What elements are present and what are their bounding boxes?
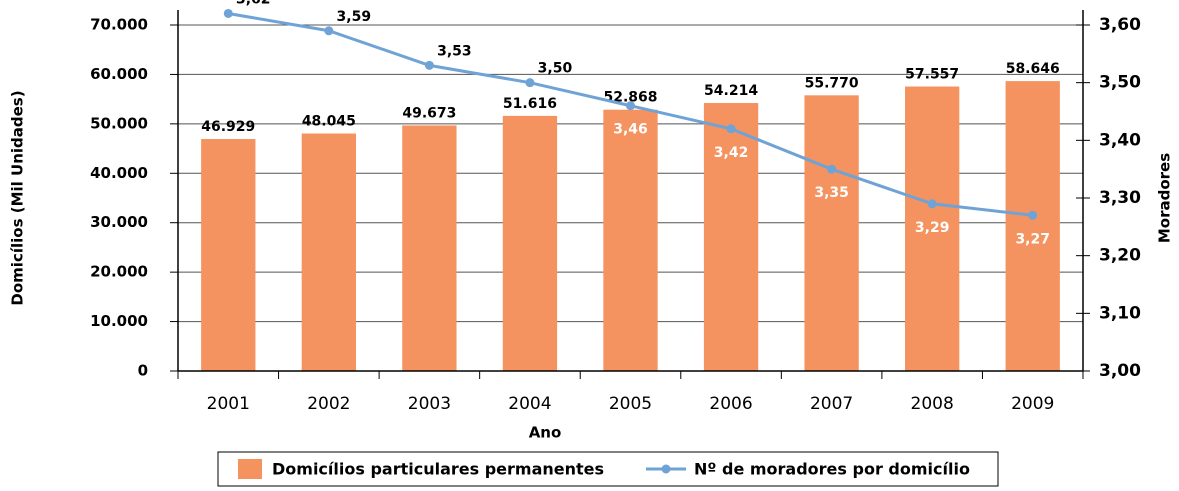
line-value-label: 3,59 (337, 9, 372, 25)
x-tick-label: 2009 (1011, 394, 1054, 414)
bar (502, 115, 558, 372)
bar (201, 139, 256, 371)
line-point (827, 164, 837, 174)
bar-value-label: 58.646 (1006, 61, 1060, 77)
line-point (626, 101, 635, 111)
y-tick-label: 30.000 (90, 213, 148, 231)
line-value-label: 3,46 (613, 122, 648, 138)
bar (804, 95, 859, 372)
x-tick-label: 2004 (508, 394, 551, 414)
x-tick-label: 2005 (609, 394, 652, 414)
line-point (726, 124, 736, 134)
y2-tick-label: 3,30 (1099, 188, 1141, 208)
legend-box (217, 451, 999, 487)
y-tick-label: 50.000 (90, 114, 148, 132)
x-tick-label: 2002 (307, 394, 350, 414)
line-point (525, 78, 535, 88)
bar-value-label: 49.673 (402, 105, 456, 121)
bar-value-label: 46.929 (201, 119, 255, 135)
x-axis-label: Ano (529, 424, 562, 442)
legend-label: Domicílios particulares permanentes (272, 460, 604, 479)
legend-label: Nº de moradores por domicílio (694, 460, 970, 479)
line-value-label: 3,29 (915, 220, 950, 236)
bar-value-label: 55.770 (805, 75, 859, 91)
y2-tick-label: 3,10 (1099, 303, 1141, 323)
y2-axis-label: Moradores (1156, 153, 1174, 243)
x-tick-label: 2006 (709, 394, 752, 414)
bar (703, 103, 759, 371)
y2-tick-label: 3,00 (1099, 361, 1141, 381)
bar-value-label: 51.616 (503, 96, 557, 112)
y-tick-label: 60.000 (90, 65, 148, 83)
line-point (927, 199, 937, 209)
line-point (223, 8, 233, 18)
x-tick-label: 2001 (207, 394, 250, 414)
y2-tick-label: 3,60 (1099, 15, 1141, 35)
legend-swatch (238, 459, 262, 479)
bar-value-label: 48.045 (302, 114, 356, 130)
x-tick-label: 2003 (408, 394, 451, 414)
bar (301, 133, 356, 371)
line-value-label: 3,50 (538, 61, 573, 77)
bar (603, 109, 658, 371)
x-tick-label: 2007 (810, 394, 853, 414)
y-tick-label: 0 (138, 362, 148, 380)
bar (905, 86, 960, 372)
y-tick-label: 10.000 (90, 312, 148, 330)
bar (1005, 81, 1060, 371)
line-value-label: 3,62 (236, 0, 271, 7)
bar-value-label: 54.214 (704, 83, 758, 99)
y-tick-label: 40.000 (90, 164, 148, 182)
line-point (1028, 210, 1038, 220)
y-tick-label: 70.000 (90, 16, 148, 34)
line-point (324, 26, 334, 36)
line-value-label: 3,27 (1015, 231, 1050, 247)
line-value-label: 3,53 (437, 43, 472, 59)
y2-tick-label: 3,20 (1099, 246, 1141, 266)
y2-tick-label: 3,40 (1099, 130, 1141, 150)
bar (402, 125, 457, 372)
y2-tick-label: 3,50 (1099, 73, 1141, 93)
x-tick-label: 2008 (911, 394, 954, 414)
y-tick-label: 20.000 (90, 263, 148, 281)
line-value-label: 3,35 (814, 185, 849, 201)
legend-swatch (661, 464, 671, 474)
y-axis-label: Domicílios (Mil Unidades) (9, 90, 27, 305)
bar-value-label: 57.557 (905, 67, 959, 83)
line-value-label: 3,42 (714, 145, 749, 161)
line-point (424, 60, 434, 70)
